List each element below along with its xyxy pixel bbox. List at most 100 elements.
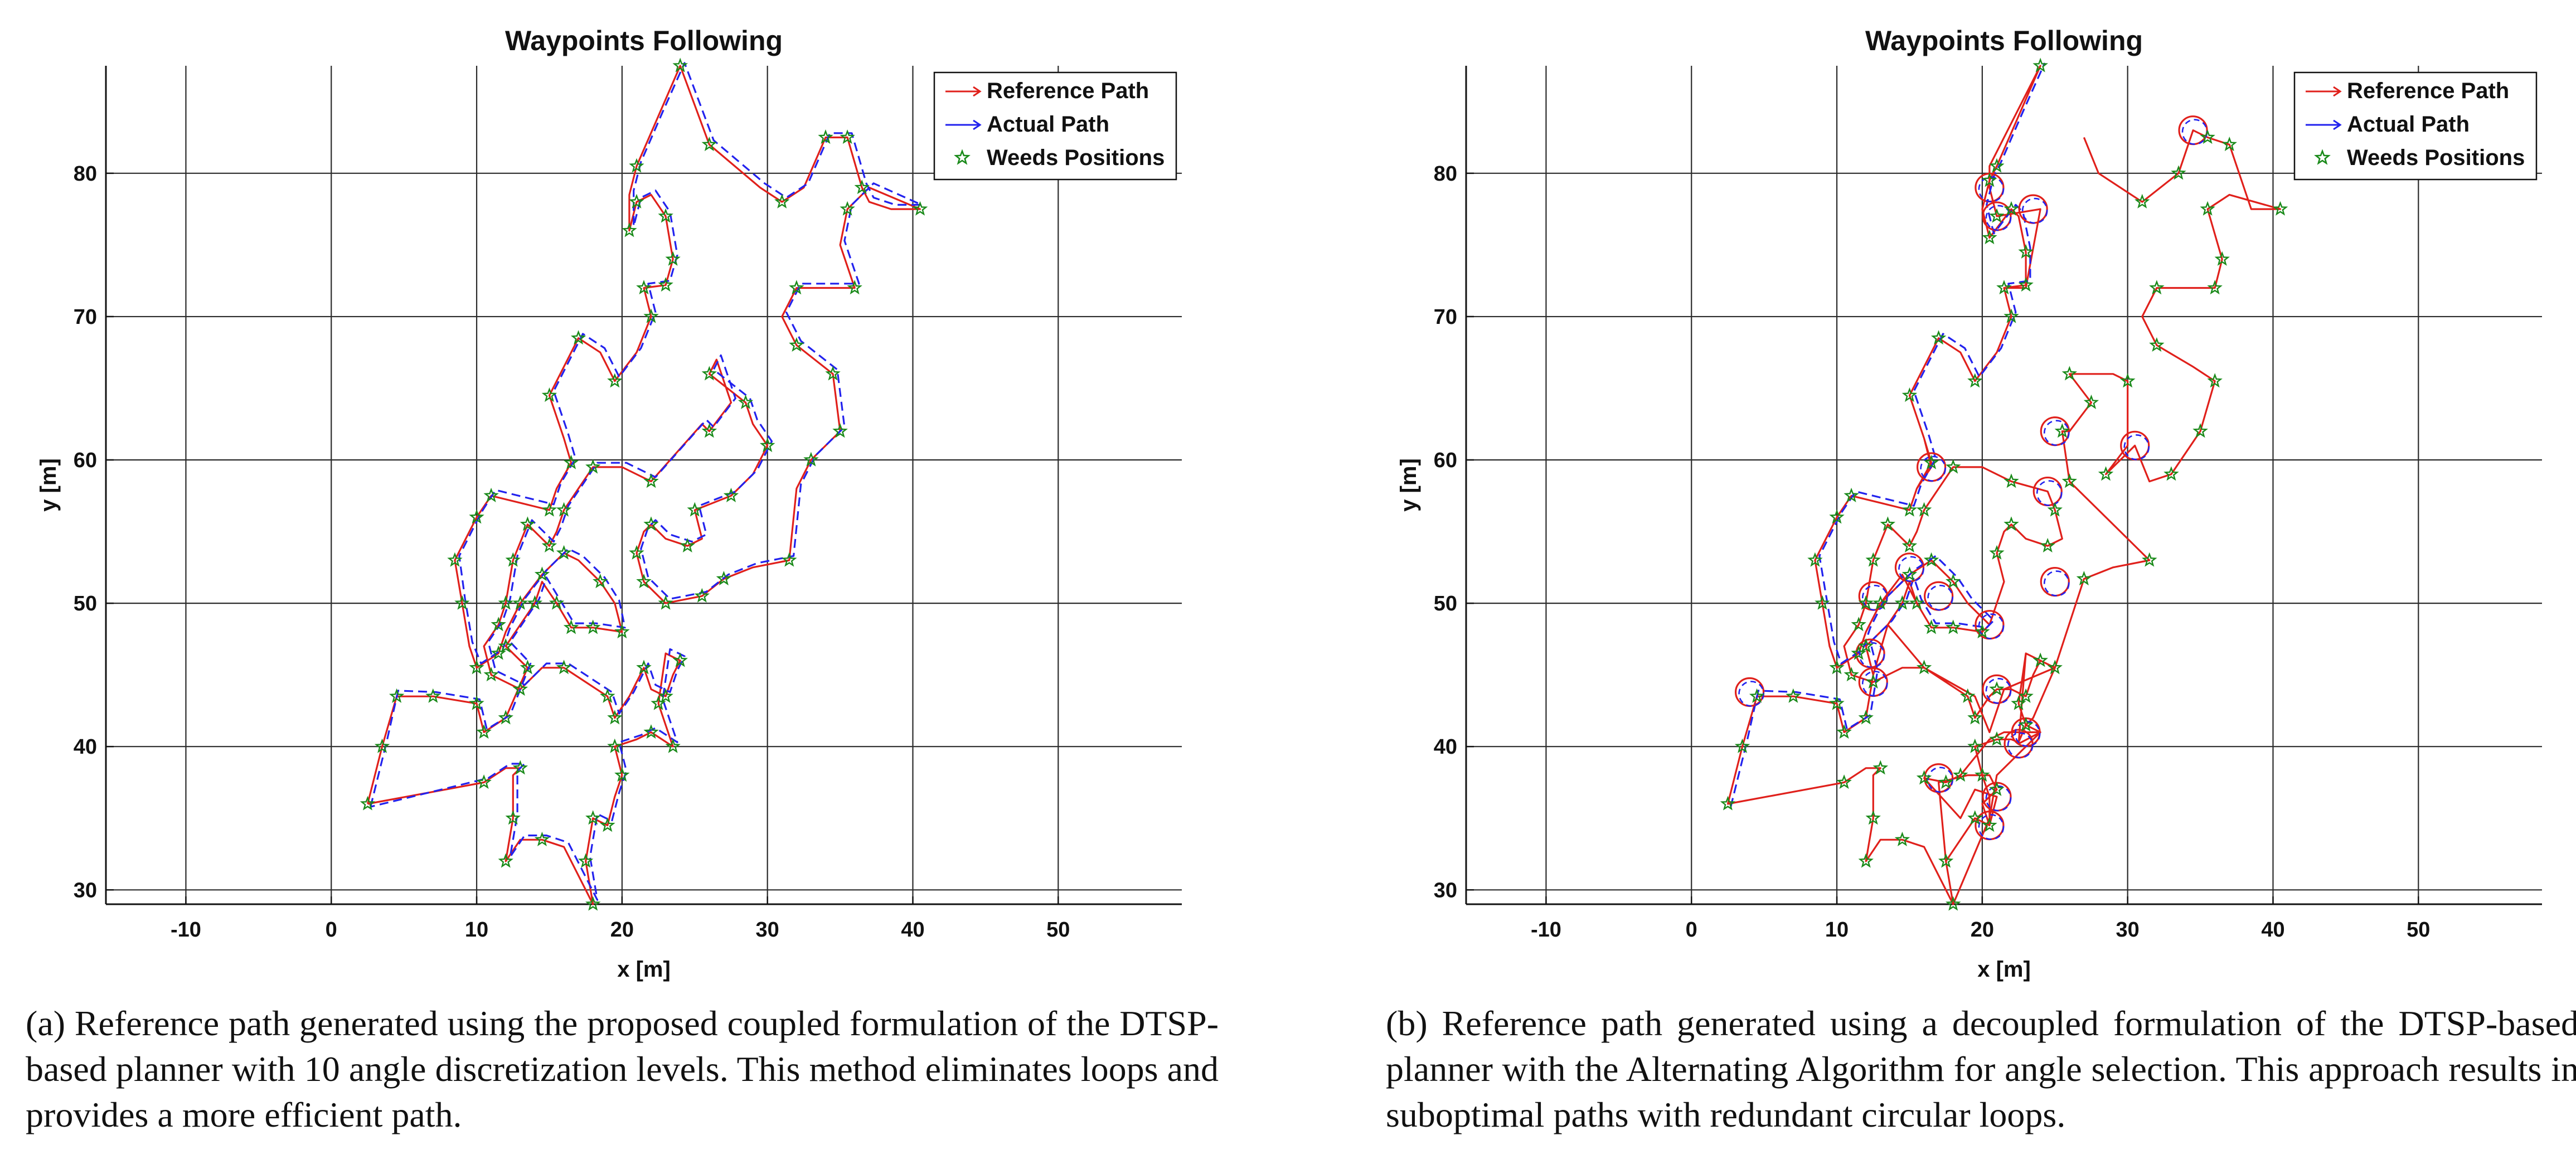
- weed-marker: [1901, 566, 1918, 581]
- weed-marker: [520, 516, 536, 531]
- weed-marker: [629, 193, 644, 208]
- legend-arrow-actual: [973, 119, 982, 130]
- weed-marker: [840, 129, 855, 144]
- weed-marker: [2003, 308, 2019, 323]
- weed-marker: [599, 688, 615, 703]
- chart-title: Waypoints Following: [1865, 25, 2143, 56]
- loop-circle-actual: [1920, 455, 1946, 482]
- weed-marker: [1989, 545, 2005, 560]
- x-tick-label: 10: [1825, 918, 1849, 942]
- weed-marker: [803, 452, 819, 467]
- loop-circle-actual: [1978, 613, 2005, 639]
- weed-marker: [614, 624, 630, 639]
- weed-marker: [701, 423, 717, 438]
- weed-marker: [1858, 710, 1874, 725]
- loop-circle-actual: [1898, 556, 1924, 583]
- weed-marker: [1916, 770, 1932, 785]
- loop-circle-actual: [1927, 767, 1953, 793]
- weed-marker: [636, 659, 652, 675]
- weed-marker: [2011, 695, 2026, 710]
- weed-marker: [847, 280, 862, 295]
- weed-marker: [1851, 617, 1866, 632]
- weed-marker: [1967, 710, 1983, 725]
- actual-path-line: [1730, 62, 2046, 807]
- reference-path-line: [366, 65, 921, 905]
- weed-marker: [2061, 366, 2078, 381]
- legend-box: [933, 71, 1177, 181]
- weed-marker: [585, 619, 601, 634]
- weed-marker: [643, 308, 659, 323]
- chart-a: Waypoints Following -10 0 10 20 30 40 50 30 40 50 6…: [36, 25, 1182, 982]
- x-tick-label: 30: [756, 918, 779, 942]
- x-tick-label: 20: [610, 918, 634, 942]
- legend-label-reference: Reference Path: [2347, 79, 2509, 103]
- weed-marker: [1989, 158, 2005, 173]
- weed-marker: [541, 537, 557, 552]
- loop-circle-actual: [2036, 480, 2063, 506]
- caption-a: (a) Reference path generated using the p…: [26, 1003, 1219, 1134]
- weed-marker: [607, 738, 623, 753]
- weed-marker: [578, 853, 594, 868]
- weed-marker: [469, 695, 484, 710]
- weed-marker: [607, 710, 623, 725]
- weed-marker: [599, 817, 615, 832]
- weed-marker: [1901, 502, 1918, 517]
- weed-marker: [1959, 688, 1976, 703]
- weed-marker: [498, 710, 513, 725]
- weed-marker: [2076, 570, 2092, 586]
- weed-marker: [1946, 574, 1961, 589]
- weed-marker: [425, 688, 441, 703]
- legend-label-weeds: Weeds Positions: [2347, 146, 2525, 170]
- weed-marker: [1865, 552, 1881, 567]
- weed-marker: [789, 280, 804, 295]
- weed-marker: [1865, 810, 1881, 825]
- weed-marker: [1923, 619, 1939, 634]
- weed-marker: [2200, 201, 2215, 216]
- weed-marker: [469, 659, 484, 675]
- weed-marker: [1815, 595, 1830, 610]
- y-tick-label: 80: [1434, 162, 1457, 186]
- weed-marker: [636, 574, 652, 589]
- weed-marker: [505, 810, 521, 825]
- weed-marker: [2171, 165, 2186, 180]
- weed-marker: [1916, 659, 1932, 675]
- weed-marker: [1946, 896, 1961, 911]
- weed-marker: [556, 659, 572, 675]
- legend-box: [2293, 71, 2538, 181]
- weed-marker: [1836, 774, 1852, 789]
- weed-marker: [549, 595, 565, 610]
- weed-marker: [483, 487, 499, 503]
- weed-marker: [759, 437, 775, 452]
- y-tick-label: 40: [1434, 735, 1457, 759]
- weed-marker: [1923, 552, 1939, 567]
- y-tick-label: 30: [74, 879, 97, 902]
- weed-marker: [593, 574, 608, 589]
- weed-marker: [1844, 667, 1859, 682]
- weed-marker: [585, 810, 601, 825]
- weed-marker: [643, 516, 659, 531]
- weed-marker: [512, 681, 528, 696]
- weed-marker: [2018, 688, 2034, 703]
- y-tick-label: 50: [74, 592, 97, 615]
- weed-marker: [1851, 645, 1866, 660]
- y-tick-label: 60: [74, 449, 97, 472]
- x-tick-label: 0: [326, 918, 337, 942]
- y-tick-label: 40: [74, 735, 97, 759]
- weed-marker: [1989, 208, 2005, 223]
- weed-marker: [1872, 760, 1889, 775]
- weed-marker: [1967, 738, 1983, 753]
- weed-marker: [2040, 537, 2055, 552]
- weed-marker: [687, 502, 702, 517]
- weed-marker: [534, 566, 550, 581]
- weed-marker: [491, 617, 506, 632]
- weed-marker: [2200, 129, 2215, 144]
- weed-marker: [512, 760, 528, 775]
- weed-marker: [2018, 244, 2034, 259]
- weed-marker: [2207, 373, 2223, 388]
- weed-marker: [498, 595, 514, 610]
- legend-label-reference: Reference Path: [987, 79, 1149, 103]
- weed-marker: [658, 595, 673, 610]
- weed-marker: [2214, 251, 2230, 266]
- legend-arrow-reference: [2333, 86, 2342, 97]
- weed-marker: [2083, 394, 2099, 409]
